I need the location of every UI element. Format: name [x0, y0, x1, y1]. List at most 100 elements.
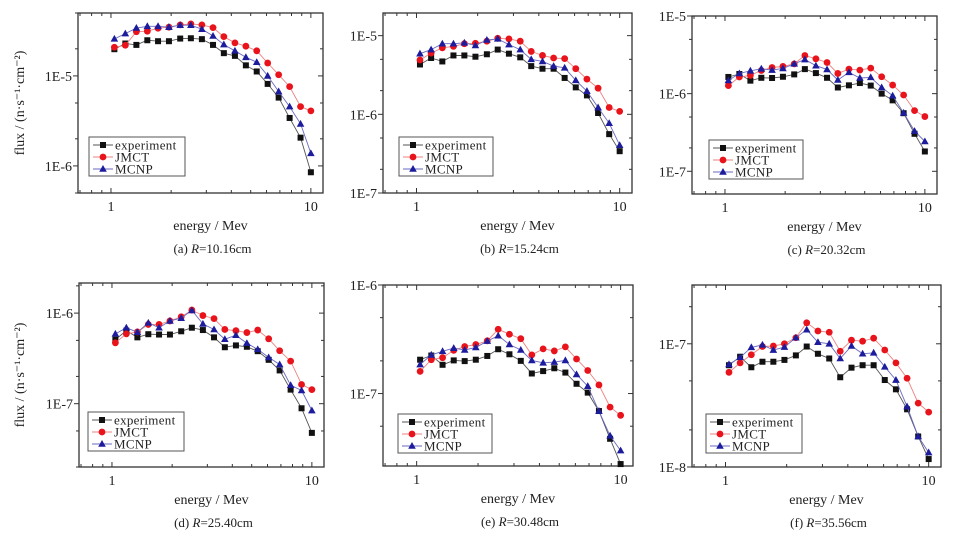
data-point — [878, 73, 886, 81]
y-tick-label: 1E-5 — [659, 10, 686, 25]
data-point — [870, 334, 878, 342]
data-point — [231, 52, 238, 59]
x-tick-label: 1 — [413, 473, 420, 488]
legend-item-experiment: experiment — [93, 138, 176, 153]
data-point — [826, 355, 833, 362]
data-point — [506, 351, 513, 358]
x-tick-label: 1 — [413, 200, 420, 215]
data-point — [111, 329, 120, 337]
data-point — [232, 327, 240, 335]
data-point — [834, 84, 841, 91]
data-point — [539, 358, 547, 366]
data-point — [595, 109, 602, 116]
caption-prefix: (f) — [790, 515, 806, 530]
data-point — [539, 65, 546, 72]
data-point — [176, 21, 185, 28]
data-point — [122, 330, 130, 338]
caption-prefix: (e) — [481, 514, 499, 529]
data-point — [110, 34, 119, 42]
data-point — [178, 328, 185, 335]
data-point — [824, 74, 831, 81]
y-tick-label: 1E-5 — [45, 70, 72, 85]
data-point — [836, 354, 845, 362]
x-axis-title: energy / Mev — [174, 493, 248, 508]
data-point — [584, 367, 592, 374]
data-point — [803, 343, 810, 350]
series-mcnp — [724, 55, 929, 145]
legend-marker — [717, 419, 723, 425]
data-point — [307, 149, 315, 157]
data-point — [903, 402, 911, 410]
data-point — [460, 345, 469, 353]
y-tick-label: 1E-7 — [350, 187, 377, 202]
data-point — [746, 71, 754, 79]
data-point — [757, 64, 766, 72]
caption-variable: R — [805, 515, 814, 530]
data-point — [802, 325, 811, 333]
series-jmct — [725, 319, 933, 416]
caption-prefix: (a) — [173, 241, 191, 256]
data-point — [572, 65, 580, 73]
data-point — [540, 368, 547, 375]
plot-frame — [382, 12, 633, 194]
data-point — [848, 364, 855, 371]
plot-frame — [78, 282, 325, 468]
data-point — [275, 360, 284, 368]
data-point — [177, 314, 186, 321]
data-point — [814, 350, 821, 357]
data-point — [561, 343, 569, 351]
data-point — [769, 342, 777, 350]
data-point — [221, 326, 229, 333]
caption-prefix: (c) — [787, 242, 805, 257]
legend-label: JMCT — [424, 427, 458, 442]
data-point — [572, 370, 581, 378]
data-point — [199, 319, 207, 327]
data-point — [823, 65, 831, 73]
data-point — [792, 333, 800, 341]
x-tick-label: 10 — [922, 474, 936, 489]
data-point — [121, 41, 129, 49]
data-point — [561, 356, 570, 364]
data-point — [781, 356, 788, 363]
data-point — [870, 362, 877, 369]
legend-marker — [719, 168, 727, 175]
legend-label: experiment — [114, 413, 176, 428]
data-point — [550, 54, 558, 62]
panel-caption: (e) R=30.48cm — [481, 514, 559, 529]
data-point — [242, 62, 249, 69]
data-point — [297, 386, 306, 394]
data-point — [264, 353, 273, 361]
data-point — [132, 23, 141, 31]
data-point — [427, 45, 435, 53]
data-point — [605, 119, 613, 127]
data-point — [416, 49, 424, 57]
data-point — [416, 360, 424, 368]
data-point — [735, 69, 744, 77]
data-point — [616, 107, 624, 115]
data-point — [427, 350, 436, 358]
data-point — [494, 331, 502, 339]
x-tick-label: 1 — [108, 474, 115, 489]
caption-prefix: (d) — [174, 515, 192, 530]
data-point — [571, 76, 580, 84]
legend-label: MCNP — [114, 437, 152, 452]
y-axis-title: flux / (n·s⁻¹·cm⁻²) — [13, 50, 28, 155]
data-point — [561, 74, 568, 81]
data-point — [187, 21, 195, 28]
data-point — [276, 367, 283, 374]
data-point — [539, 52, 546, 59]
legend-label: experiment — [735, 141, 797, 156]
panel-caption: (f) R=35.56cm — [790, 515, 867, 530]
series-line — [419, 49, 621, 152]
data-point — [617, 411, 625, 419]
data-point — [847, 341, 856, 349]
x-tick-label: 10 — [305, 474, 319, 489]
data-point — [606, 431, 614, 439]
data-point — [483, 51, 490, 58]
data-point — [450, 52, 457, 59]
data-point — [307, 169, 314, 176]
data-point — [274, 87, 283, 95]
legend-label: JMCT — [115, 150, 149, 165]
